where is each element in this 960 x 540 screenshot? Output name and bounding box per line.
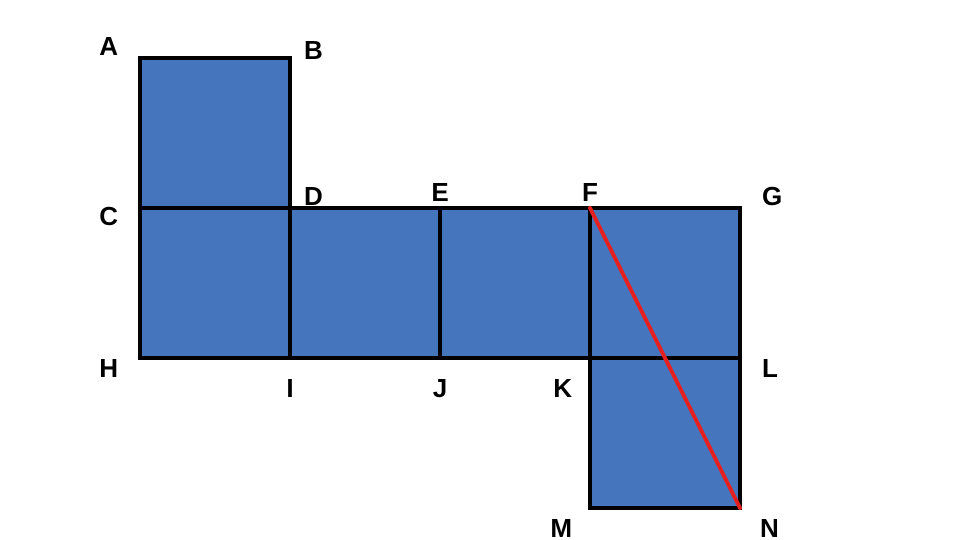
vertex-label-h: H — [99, 353, 118, 383]
unit-square — [290, 208, 440, 358]
vertex-label-k: K — [553, 373, 572, 403]
vertex-label-m: M — [550, 513, 572, 540]
vertex-label-j: J — [433, 373, 447, 403]
unit-square — [140, 58, 290, 208]
vertex-label-n: N — [760, 513, 779, 540]
vertex-label-i: I — [286, 373, 293, 403]
vertex-label-g: G — [762, 181, 782, 211]
vertex-label-b: B — [304, 35, 323, 65]
unit-square — [440, 208, 590, 358]
vertex-label-c: C — [99, 201, 118, 231]
unit-square — [590, 208, 740, 358]
unit-square — [590, 358, 740, 508]
unit-square — [140, 208, 290, 358]
vertex-label-l: L — [762, 353, 778, 383]
vertex-label-f: F — [582, 177, 598, 207]
vertex-label-e: E — [431, 177, 448, 207]
vertex-label-a: A — [99, 31, 118, 61]
cube-net-diagram: A B C D E F G H I J K L M N — [0, 0, 960, 540]
vertex-label-d: D — [304, 181, 323, 211]
